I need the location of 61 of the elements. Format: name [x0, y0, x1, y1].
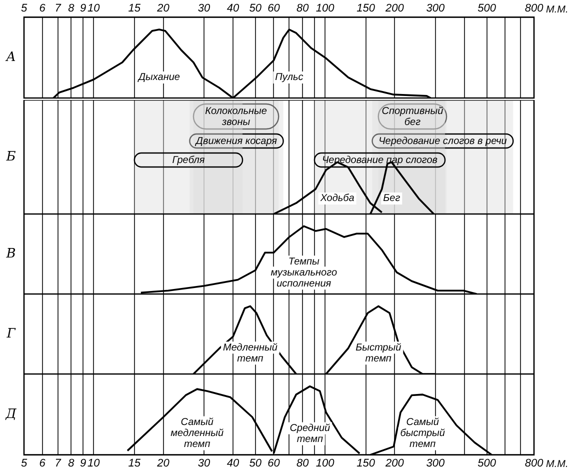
text: Д	[4, 406, 17, 422]
x-tick-label: 30	[198, 2, 212, 15]
band-label: Чередование пар слогов	[322, 154, 438, 166]
text: Г	[6, 326, 16, 342]
x-tick-label: 20	[156, 457, 170, 470]
x-tick-label: 8	[68, 457, 76, 470]
x-tick-label: 15	[128, 2, 142, 15]
x-tick-label: 200	[384, 2, 405, 15]
series-label: Быстрый темп	[356, 342, 402, 364]
x-tick-label: 100	[316, 2, 336, 15]
x-tick-label: 8	[68, 2, 76, 15]
x-tick-label: 7	[54, 457, 62, 470]
x-tick-label: 7	[54, 2, 62, 15]
x-tick-label: 6	[39, 2, 46, 15]
x-tick-label: 200	[384, 457, 405, 470]
x-tick-label: 300	[426, 457, 446, 470]
x-tick-label: 150	[356, 457, 376, 470]
x-tick-label: 9	[80, 2, 86, 15]
series-label: Темпы музыкального исполнения	[270, 256, 338, 290]
x-tick-label: 800	[524, 2, 544, 15]
x-tick-label: 40	[226, 2, 240, 15]
x-tick-label: 10	[88, 457, 101, 470]
x-tick-label: 60	[268, 457, 281, 470]
x-tick-label: 80	[296, 457, 310, 470]
band-label: Спортивный бег	[382, 106, 444, 128]
x-tick-label: 6	[39, 457, 46, 470]
series-label: Пульс	[275, 72, 304, 84]
x-tick-label: 800	[524, 457, 544, 470]
x-tick-label: 100	[316, 457, 336, 470]
series-label: Медленный темп	[223, 342, 278, 364]
x-tick-label: 15	[128, 457, 142, 470]
x-tick-label: 30	[198, 457, 212, 470]
x-tick-label: 5	[20, 457, 28, 470]
band-label: Движения косаря	[194, 136, 278, 147]
band-label: Чередование слогов в речи	[378, 136, 508, 147]
x-tick-label: 40	[226, 457, 240, 470]
x-tick-label: 5	[20, 2, 28, 15]
band-label: Колокольные звоны	[205, 106, 268, 128]
x-tick-label: 20	[156, 2, 170, 15]
x-tick-label: 50	[249, 457, 262, 470]
text: В	[5, 246, 16, 262]
x-axis-title: М.М.	[546, 4, 568, 16]
series-label: Дыхание	[137, 72, 180, 84]
x-tick-label: 300	[426, 2, 446, 15]
text: А	[5, 50, 16, 65]
series-label: Средний темп	[290, 423, 331, 446]
x-tick-label: 80	[296, 2, 310, 15]
series-label: Ходьба	[319, 193, 355, 204]
x-tick-label: 50	[249, 2, 262, 15]
x-tick-label: 10	[88, 2, 101, 15]
x-axis-title: М.М.	[546, 459, 568, 470]
chart-title: Б	[5, 149, 16, 164]
x-tick-label: 60	[268, 2, 281, 15]
x-tick-label: 500	[478, 2, 497, 15]
x-tick-label: 500	[478, 457, 497, 470]
band-label: Гребля	[172, 154, 206, 166]
series-label: Самый быстрый темп	[400, 417, 446, 450]
x-tick-label: 150	[356, 2, 376, 15]
series-label: Самый медленный темп	[170, 417, 224, 450]
x-tick-label: 9	[80, 457, 86, 470]
series-label: Бег	[383, 193, 400, 204]
